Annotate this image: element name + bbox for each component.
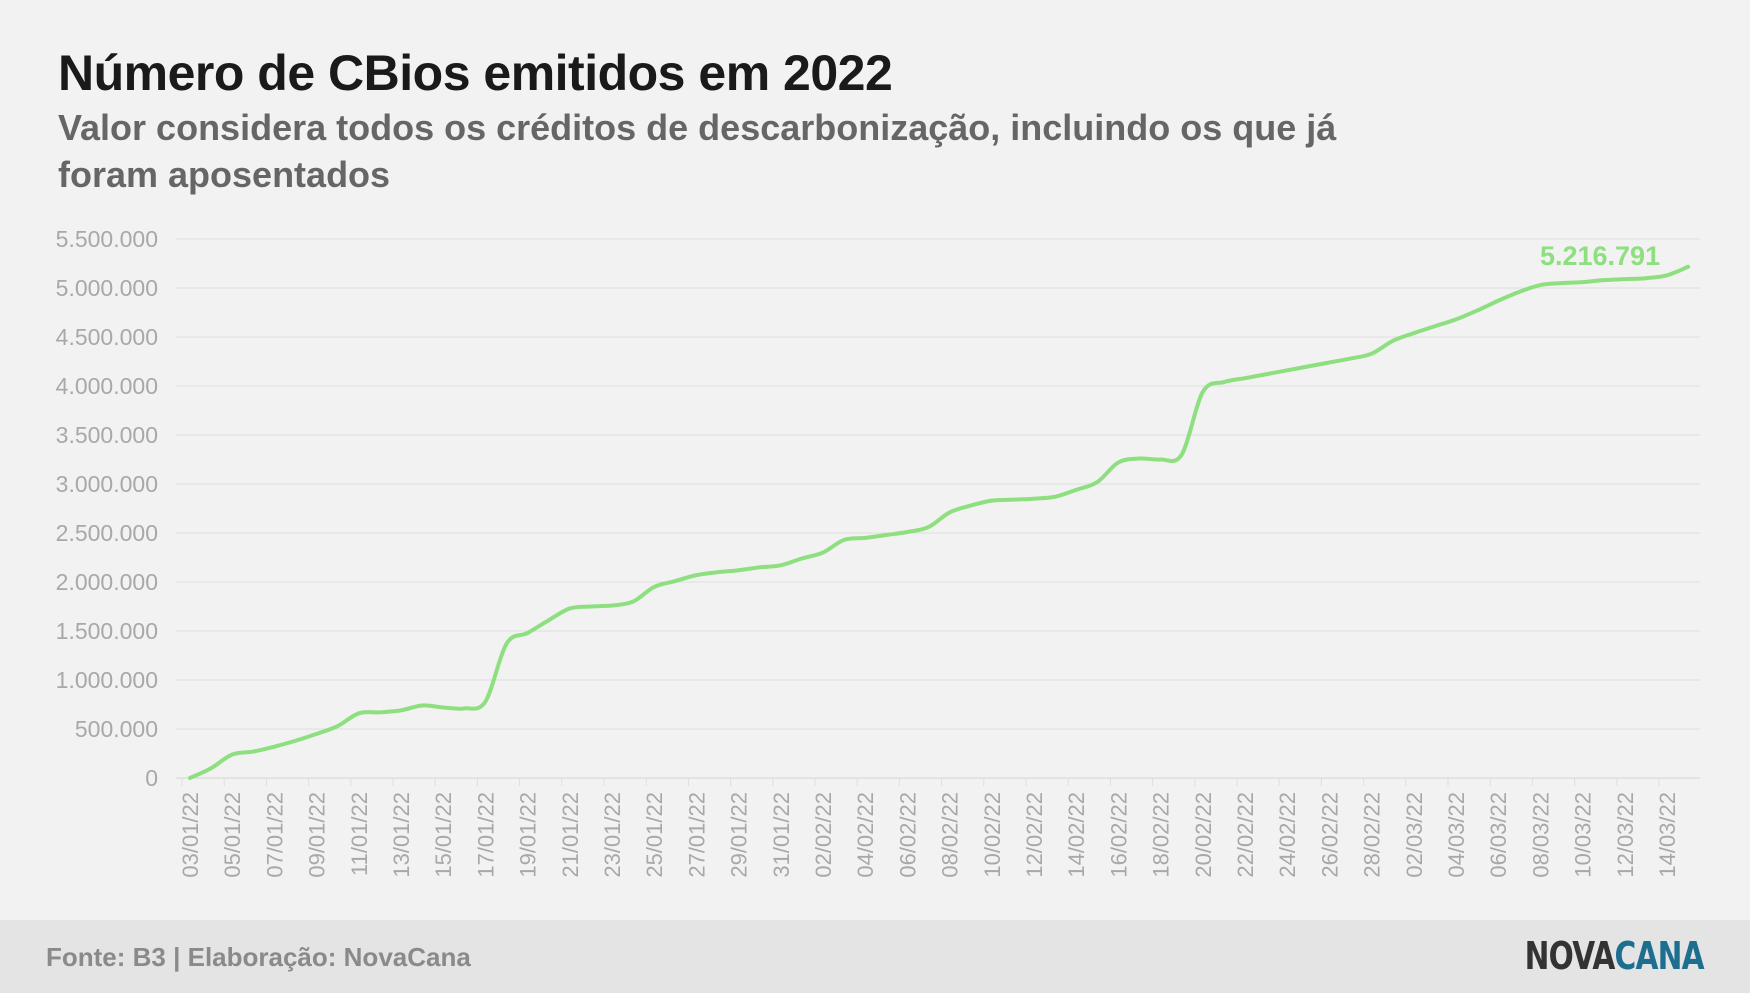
x-tick-label: 05/01/22 (220, 792, 245, 878)
line-chart: 0 500.000 1.000.000 1.500.000 2.000.000 2.500… (56, 226, 1700, 878)
y-tick-label: 5.000.000 (56, 275, 158, 301)
x-tick-label: 29/01/22 (727, 792, 752, 878)
series-line (188, 264, 1691, 780)
x-tick-label: 12/02/22 (1022, 792, 1047, 878)
gridlines (176, 238, 1700, 779)
y-tick-label: 1.500.000 (56, 618, 158, 644)
x-tick-label: 15/01/22 (431, 792, 456, 878)
y-tick-label: 3.000.000 (56, 471, 158, 497)
x-tick-label: 06/03/22 (1486, 792, 1511, 878)
x-tick-label: 04/02/22 (853, 792, 878, 878)
source-credit: Fonte: B3 | Elaboração: NovaCana (46, 942, 471, 972)
x-tick-label: 07/01/22 (262, 792, 287, 878)
x-tick-label: 04/03/22 (1444, 792, 1469, 878)
footer-bar: Fonte: B3 | Elaboração: NovaCana NOVACAN… (0, 920, 1750, 993)
last-value-label: 5.216.791 (1540, 241, 1660, 271)
x-tick-label: 08/03/22 (1528, 792, 1553, 878)
y-tick-label: 2.000.000 (56, 569, 158, 595)
x-tick-label: 12/03/22 (1613, 792, 1638, 878)
y-tick-label: 4.000.000 (56, 373, 158, 399)
x-tick-label: 21/01/22 (558, 792, 583, 878)
x-tick-label: 02/03/22 (1402, 792, 1427, 878)
logo-part-nova: NOVA (1524, 934, 1616, 978)
y-tick-label: 500.000 (75, 716, 158, 742)
x-tick-label: 22/02/22 (1233, 792, 1258, 878)
y-tick-label: 3.500.000 (56, 422, 158, 448)
y-axis-ticks: 0 500.000 1.000.000 1.500.000 2.000.000 2.500… (56, 226, 158, 791)
x-tick-label: 08/02/22 (938, 792, 963, 878)
novacana-logo: NOVACANA (1524, 934, 1705, 978)
chart-title: Número de CBios emitidos em 2022 (58, 45, 893, 101)
y-tick-label: 5.500.000 (56, 226, 158, 252)
series-layer (188, 264, 1691, 780)
x-tick-label: 09/01/22 (305, 792, 330, 878)
x-tick-label: 11/01/22 (347, 792, 372, 876)
x-tick-label: 19/01/22 (516, 792, 541, 878)
x-tick-label: 28/02/22 (1360, 792, 1385, 878)
logo-part-cana: CANA (1614, 934, 1705, 978)
x-axis-ticks: 03/01/22 05/01/22 07/01/22 09/01/22 11/01/22… (178, 778, 1680, 878)
x-tick-label: 27/01/22 (684, 792, 709, 878)
x-tick-label: 10/03/22 (1571, 792, 1596, 878)
x-tick-label: 31/01/22 (769, 792, 794, 878)
y-tick-label: 4.500.000 (56, 324, 158, 350)
x-tick-label: 24/02/22 (1275, 792, 1300, 878)
y-tick-label: 1.000.000 (56, 667, 158, 693)
x-tick-label: 13/01/22 (389, 792, 414, 878)
chart-subtitle: Valor considera todos os créditos de des… (58, 107, 1337, 195)
x-tick-label: 06/02/22 (895, 792, 920, 878)
x-tick-label: 20/02/22 (1191, 792, 1216, 878)
x-tick-label: 10/02/22 (980, 792, 1005, 878)
x-tick-label: 02/02/22 (811, 792, 836, 878)
y-tick-label: 2.500.000 (56, 520, 158, 546)
x-tick-label: 25/01/22 (642, 792, 667, 878)
x-tick-label: 17/01/22 (473, 792, 498, 878)
x-tick-label: 03/01/22 (178, 792, 203, 878)
x-tick-label: 18/02/22 (1149, 792, 1174, 878)
x-tick-label: 26/02/22 (1317, 792, 1342, 878)
x-tick-label: 14/03/22 (1655, 792, 1680, 878)
y-tick-label: 0 (145, 765, 158, 791)
x-tick-label: 14/02/22 (1064, 792, 1089, 878)
x-tick-label: 23/01/22 (600, 792, 625, 878)
x-tick-label: 16/02/22 (1106, 792, 1131, 878)
